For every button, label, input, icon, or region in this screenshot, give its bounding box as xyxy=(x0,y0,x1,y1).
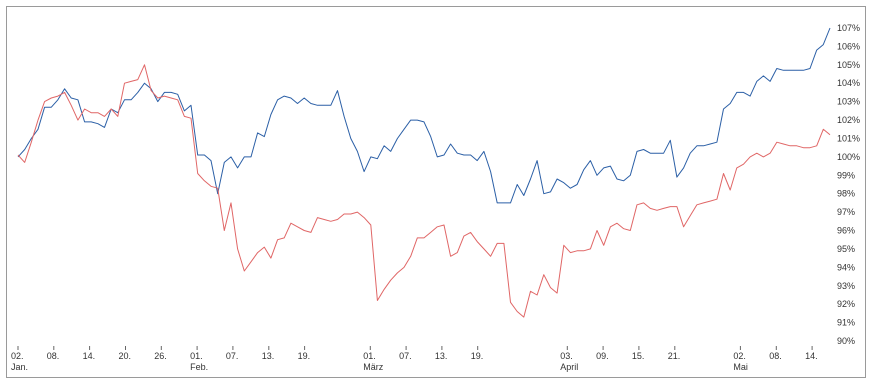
y-tick-label: 92% xyxy=(837,299,855,309)
y-tick-label: 101% xyxy=(837,134,860,144)
y-tick-label: 96% xyxy=(837,226,855,236)
x-tick-month-label: Jan. xyxy=(11,362,28,372)
series-line-1 xyxy=(17,27,831,204)
x-tick-label: 07. xyxy=(226,351,239,361)
x-tick-label: 07. xyxy=(399,351,412,361)
y-tick-label: 102% xyxy=(837,115,860,125)
x-tick-label: 01. xyxy=(363,351,376,361)
series-layer xyxy=(17,27,831,318)
x-axis: 02.Jan.08. 14. 20. 26. 01.Feb.07. 13. 19. 01.Mä… xyxy=(11,346,818,372)
x-tick-label: 02. xyxy=(11,351,24,361)
y-tick-label: 100% xyxy=(837,152,860,162)
y-tick-label: 105% xyxy=(837,60,860,70)
y-tick-label: 107% xyxy=(837,23,860,33)
y-tick-label: 98% xyxy=(837,189,855,199)
x-tick-label: 03. xyxy=(560,351,573,361)
y-tick-label: 106% xyxy=(837,41,860,51)
x-tick-label: 01. xyxy=(190,351,203,361)
y-tick-label: 104% xyxy=(837,78,860,88)
x-tick-label: 08. xyxy=(47,351,60,361)
x-tick-month-label: März xyxy=(363,362,383,372)
x-tick-label: 02. xyxy=(733,351,746,361)
y-axis: 90% 91% 92% 93% 94% 95% 96% 97% 98% 99% 100% 101% 10… xyxy=(837,23,860,346)
y-tick-label: 94% xyxy=(837,262,855,272)
x-tick-month-label: Feb. xyxy=(190,362,208,372)
x-tick-label: 08. xyxy=(769,351,782,361)
x-tick-label: 26. xyxy=(154,351,167,361)
y-tick-label: 90% xyxy=(837,336,855,346)
x-tick-label: 13. xyxy=(262,351,275,361)
y-tick-label: 91% xyxy=(837,318,855,328)
x-tick-label: 15. xyxy=(632,351,645,361)
x-tick-label: 20. xyxy=(119,351,132,361)
x-tick-label: 14. xyxy=(83,351,96,361)
y-tick-label: 97% xyxy=(837,207,855,217)
x-tick-label: 14. xyxy=(805,351,818,361)
y-tick-label: 95% xyxy=(837,244,855,254)
y-tick-label: 93% xyxy=(837,281,855,291)
x-tick-month-label: Mai xyxy=(733,362,748,372)
x-tick-month-label: April xyxy=(560,362,578,372)
y-tick-label: 103% xyxy=(837,97,860,107)
chart-frame xyxy=(6,6,866,378)
x-tick-label: 19. xyxy=(298,351,311,361)
x-tick-label: 09. xyxy=(596,351,609,361)
x-tick-label: 13. xyxy=(435,351,448,361)
y-tick-label: 99% xyxy=(837,170,855,180)
x-tick-label: 21. xyxy=(668,351,681,361)
series-line-2 xyxy=(17,64,831,318)
x-tick-label: 19. xyxy=(471,351,484,361)
